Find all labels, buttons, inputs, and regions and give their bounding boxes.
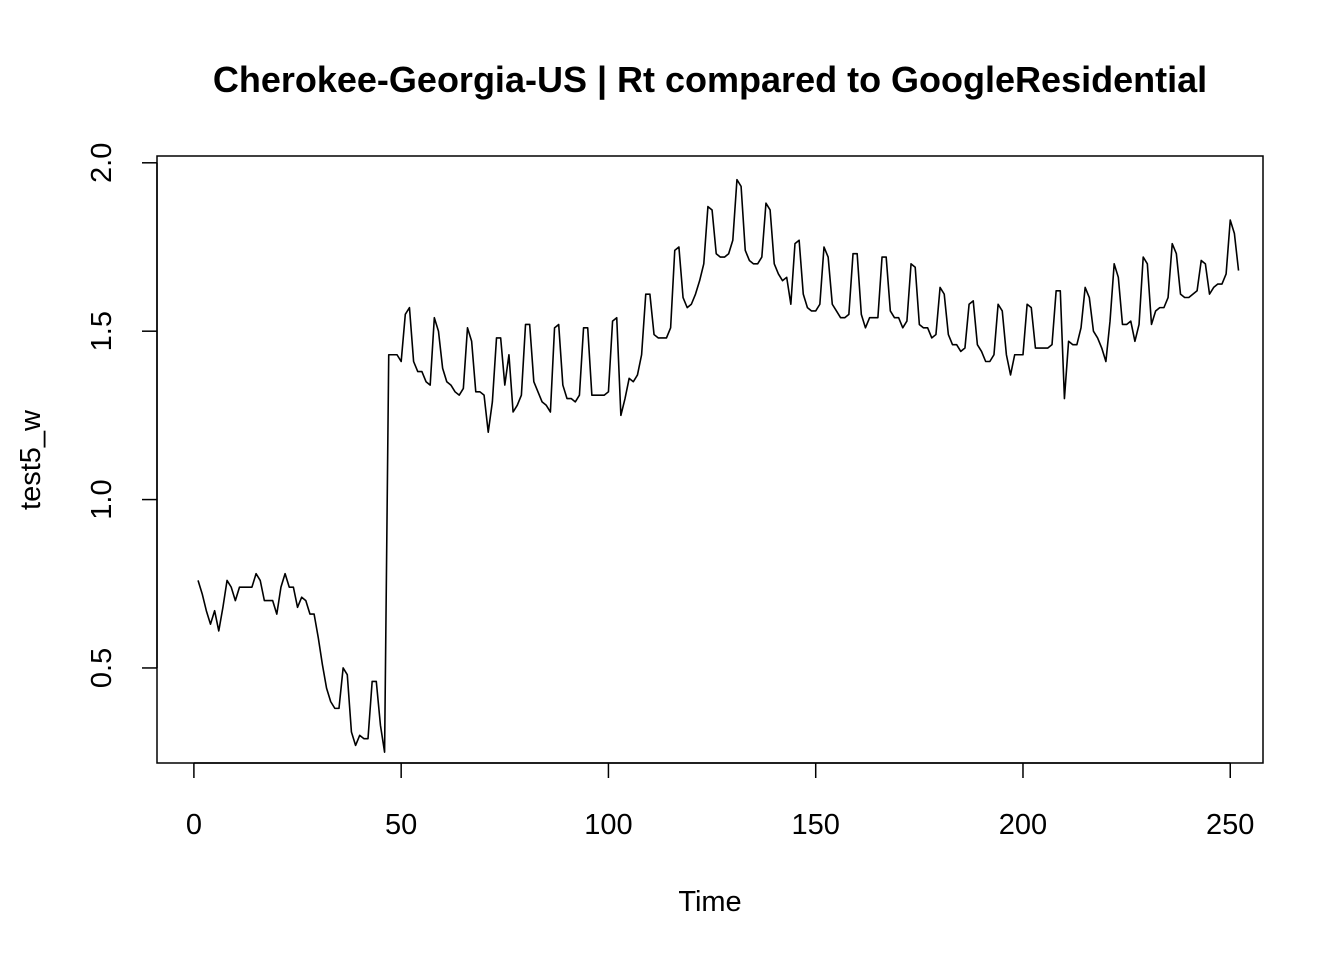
x-tick-label: 50 xyxy=(385,809,417,841)
x-tick-label: 100 xyxy=(584,809,632,841)
y-axis: 0.5 1.0 1.5 2.0 xyxy=(86,143,158,688)
y-tick-label: 0.5 xyxy=(86,648,118,688)
y-tick-label: 1.0 xyxy=(86,479,118,519)
x-tick-label: 250 xyxy=(1206,809,1254,841)
chart-title: Cherokee-Georgia-US | Rt compared to Goo… xyxy=(213,59,1207,101)
x-axis: 0 50 100 150 200 250 xyxy=(186,762,1254,841)
x-tick-label: 200 xyxy=(999,809,1047,841)
x-axis-label: Time xyxy=(678,886,741,918)
y-axis-label: test5_w xyxy=(15,409,47,510)
y-tick-label: 2.0 xyxy=(86,143,118,183)
series-line xyxy=(197,178,1240,753)
x-tick-label: 150 xyxy=(792,809,840,841)
series-layer xyxy=(197,178,1240,753)
x-tick-label: 0 xyxy=(186,809,202,841)
y-tick-label: 1.5 xyxy=(86,311,118,351)
